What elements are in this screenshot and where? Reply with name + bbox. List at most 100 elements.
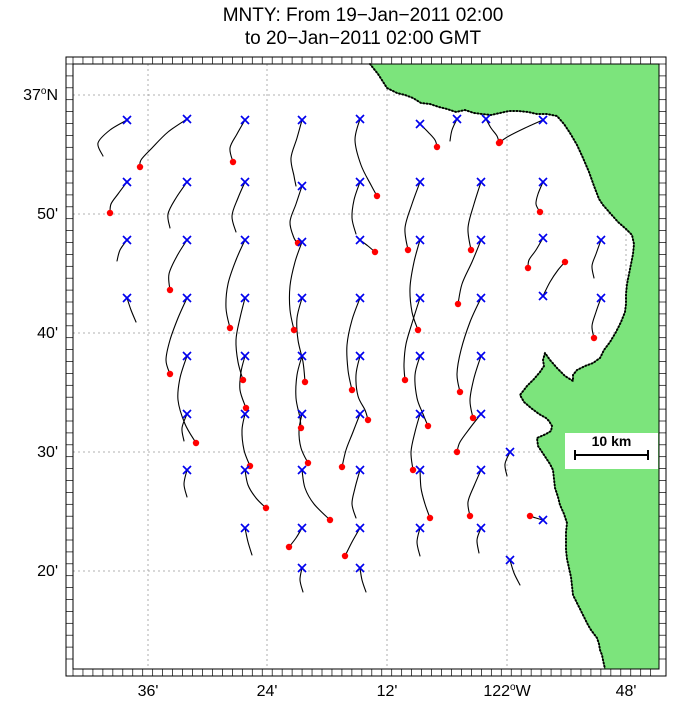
start-x-marker: [240, 351, 250, 361]
trajectory-path: [467, 469, 482, 517]
trajectory-path: [241, 413, 251, 467]
trajectory-path: [457, 239, 482, 305]
trajectory-path: [351, 181, 361, 235]
scale-bar-label: 10 km: [592, 433, 632, 449]
end-dot-marker: [404, 246, 412, 254]
x-axis-tick-label: 36': [138, 683, 159, 700]
trajectory-path: [456, 297, 482, 393]
start-x-marker: [355, 114, 365, 124]
start-x-marker: [240, 115, 250, 125]
end-dot-marker: [297, 424, 305, 432]
start-x-marker: [297, 409, 307, 419]
x-axis-tick-label: 48': [616, 683, 637, 700]
end-dot-marker: [524, 264, 532, 272]
start-x-marker: [452, 114, 462, 124]
end-dot-marker: [561, 258, 569, 266]
start-x-marker: [355, 409, 365, 419]
end-dot-marker: [166, 370, 174, 378]
trajectory-path: [97, 119, 128, 157]
x-axis-tick-label: 12': [377, 683, 398, 700]
start-x-marker: [415, 177, 425, 187]
start-x-marker: [415, 465, 425, 475]
trajectory-path: [476, 527, 482, 554]
start-x-marker: [122, 115, 132, 125]
end-dot-marker: [226, 324, 234, 332]
start-x-marker: [538, 515, 548, 525]
end-dot-marker: [536, 208, 544, 216]
start-x-marker: [240, 409, 250, 419]
land-area: [369, 63, 659, 670]
end-dot-marker: [239, 376, 247, 384]
start-x-marker: [297, 237, 307, 247]
trajectory-path: [359, 567, 367, 593]
start-x-marker: [355, 465, 365, 475]
trajectory-path: [504, 451, 511, 477]
scale-bar-background: [565, 433, 658, 469]
trajectory-path: [416, 527, 421, 557]
start-x-marker: [355, 293, 365, 303]
end-dot-marker: [496, 138, 504, 146]
end-dot-marker: [454, 300, 462, 308]
start-x-marker: [538, 115, 548, 125]
end-dot-marker: [341, 552, 349, 560]
frame-outer: [65, 56, 667, 677]
trajectory-path: [225, 239, 246, 329]
end-dot-marker: [364, 416, 372, 424]
start-x-marker: [415, 409, 425, 419]
trajectory-path: [181, 413, 188, 442]
start-x-marker: [182, 351, 192, 361]
start-x-marker: [415, 523, 425, 533]
trajectory-path: [139, 118, 188, 168]
start-x-marker: [297, 465, 307, 475]
trajectory-path: [499, 119, 544, 143]
end-dot-marker: [409, 466, 417, 474]
start-x-marker: [415, 235, 425, 245]
start-x-marker: [182, 465, 192, 475]
axis-tick-labels: 37oN 50' 40' 30' 20' 36' 24' 12' 122oW 48': [23, 86, 636, 700]
start-x-marker: [355, 235, 365, 245]
start-x-marker: [182, 409, 192, 419]
end-dot-marker: [326, 516, 334, 524]
trajectory-path: [231, 181, 246, 233]
start-x-marker: [297, 523, 307, 533]
trajectory-paths: [97, 118, 602, 593]
start-x-marker: [476, 465, 486, 475]
start-x-marker: [182, 177, 192, 187]
trajectory-path: [404, 181, 421, 251]
trajectory-path: [298, 413, 309, 464]
trajectory-path: [419, 469, 431, 519]
trajectory-path: [299, 567, 304, 593]
end-dot-marker: [301, 378, 309, 386]
trajectory-path: [591, 297, 602, 339]
start-x-marker: [476, 235, 486, 245]
trajectory-path: [288, 241, 303, 331]
trajectory-path: [527, 237, 544, 269]
trajectory-path: [296, 297, 306, 383]
trajectory-path: [456, 413, 482, 453]
start-x-marker: [596, 235, 606, 245]
trajectory-path: [449, 118, 458, 142]
start-x-marker: [505, 555, 515, 565]
end-dot-marker: [229, 158, 237, 166]
end-dot-marker: [401, 376, 409, 384]
start-x-marker: [240, 235, 250, 245]
end-dot-marker: [242, 404, 250, 412]
end-dot-marker: [590, 334, 598, 342]
end-dot-marker: [433, 143, 441, 151]
start-x-marker: [355, 351, 365, 361]
end-dot-marker: [136, 163, 144, 171]
trajectory-path: [542, 261, 566, 297]
trajectory-path: [167, 181, 188, 229]
trajectory-path: [116, 239, 128, 262]
trajectory-path: [346, 297, 361, 391]
frame-inner: [72, 63, 660, 670]
y-axis-tick-label: 20': [37, 563, 58, 580]
trajectory-path: [351, 469, 361, 519]
end-dot-marker: [467, 246, 475, 254]
start-x-marker: [415, 119, 425, 129]
start-x-marker: [297, 181, 307, 191]
trajectory-path: [467, 181, 482, 251]
trajectory-path: [409, 239, 421, 331]
